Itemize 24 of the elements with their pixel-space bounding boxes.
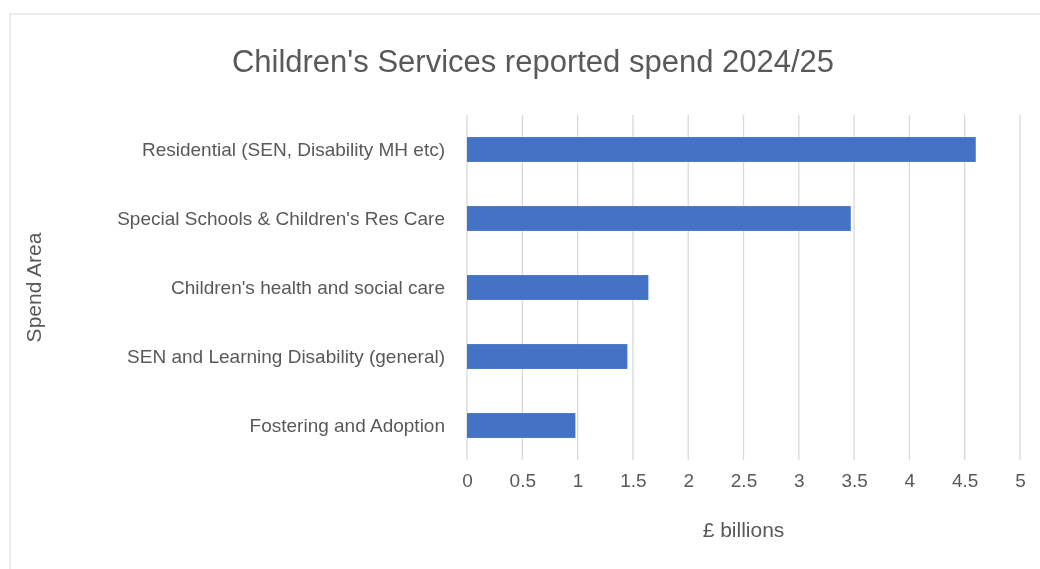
x-tick-label: 1	[572, 470, 584, 492]
y-tick-label: SEN and Learning Disability (general)	[127, 345, 445, 367]
x-tick-label: 0.5	[509, 470, 537, 492]
bar	[467, 344, 628, 369]
y-tick-label: Fostering and Adoption	[249, 414, 445, 436]
chart-title: Children's Services reported spend 2024/25	[231, 44, 835, 79]
x-axis-title: £ billions	[702, 518, 785, 541]
x-tick-label: 5	[1015, 470, 1026, 492]
bar	[467, 206, 851, 231]
y-tick-label: Residential (SEN, Disability MH etc)	[141, 138, 445, 160]
y-tick-label: Special Schools & Children's Res Care	[117, 207, 445, 229]
x-tick-label: 2.5	[730, 470, 758, 492]
y-axis-title: Spend Area	[22, 232, 45, 343]
bar	[467, 275, 649, 300]
y-tick-label: Children's health and social care	[170, 276, 445, 298]
x-tick-label: 0	[462, 470, 473, 492]
x-tick-label: 1.5	[620, 470, 647, 492]
x-tick-label: 4.5	[951, 470, 979, 492]
bar	[467, 137, 976, 162]
bar	[467, 413, 576, 438]
x-tick-label: 3.5	[841, 470, 868, 492]
x-tick-label: 3	[794, 470, 805, 492]
x-tick-label: 2	[683, 470, 694, 492]
x-tick-label: 4	[904, 470, 916, 492]
